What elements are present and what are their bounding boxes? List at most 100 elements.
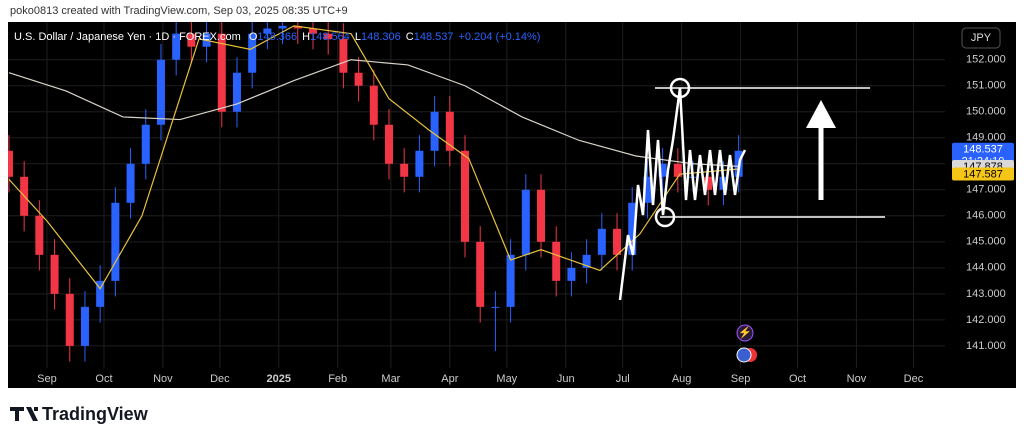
symbol-title: U.S. Dollar / Japanese Yen · 1D · FOREX.… [14, 31, 241, 43]
price-label-box [952, 167, 1014, 181]
candle-body [643, 176, 652, 203]
event-icon[interactable] [736, 324, 754, 342]
candle-body [400, 163, 409, 177]
candle-body [537, 189, 546, 242]
candle-body [308, 28, 317, 34]
change: +0.204 (+0.14%) [458, 31, 540, 43]
y-tick-label: 151.000 [966, 80, 1006, 92]
candle-body [461, 150, 470, 242]
candle-body [324, 33, 333, 39]
ohlc-key: L [355, 31, 361, 43]
candle-body [673, 163, 682, 177]
x-tick-label: Dec [904, 373, 924, 385]
candle-body [430, 111, 439, 151]
y-tick-label: 146.000 [966, 210, 1006, 222]
candle-body [628, 202, 637, 255]
candle-body [339, 38, 348, 73]
grid [8, 22, 945, 368]
x-tick-label: 2025 [267, 373, 291, 385]
ohlc-value: 148.366 [257, 31, 297, 43]
y-tick-label: 142.000 [966, 314, 1006, 326]
y-tick-label: 144.000 [966, 262, 1006, 274]
logo-mark [10, 407, 38, 421]
x-tick-label: Feb [328, 373, 347, 385]
x-tick-label: Sep [37, 373, 57, 385]
y-tick-label: 149.000 [966, 132, 1006, 144]
moving-average [8, 25, 739, 290]
candle-body [232, 72, 241, 112]
x-tick-label: Jun [557, 373, 575, 385]
brand-name: TradingView [42, 404, 149, 424]
x-tick-label: Mar [381, 373, 400, 385]
candle-body [415, 150, 424, 177]
candle-body [156, 59, 165, 125]
candle-body [582, 254, 591, 268]
candle-body [506, 254, 515, 307]
ohlc-value: 148.306 [361, 31, 401, 43]
candle-body [293, 25, 302, 29]
y-tick-label: 150.000 [966, 106, 1006, 118]
x-tick-label: Nov [153, 373, 173, 385]
y-axis: 141.000 142.000 143.000 144.000 145.000 146.0… [37, 54, 1014, 385]
zigzag-drawing [618, 87, 747, 301]
candle-body [65, 293, 74, 346]
currency-button[interactable] [961, 27, 1001, 49]
arrow-head [806, 100, 836, 128]
x-tick-label: Apr [441, 373, 458, 385]
moving-average [8, 59, 739, 167]
candle-body [476, 241, 485, 307]
candle-body [384, 124, 393, 164]
y-tick-label: 147.000 [966, 184, 1006, 196]
y-tick-label: 141.000 [966, 340, 1006, 352]
x-tick-label: Sep [731, 373, 751, 385]
candle-body [263, 28, 272, 34]
event-icon-glyph: ⚡ [738, 326, 752, 339]
candle-body [369, 85, 378, 125]
price-label: 147.587 [963, 168, 1003, 180]
ohlc-key: H [302, 31, 310, 43]
brand-logo: TradingView [10, 404, 149, 424]
candle-body [521, 189, 530, 255]
candle-body [613, 228, 622, 255]
candle-body [354, 72, 363, 86]
candle-body [50, 254, 59, 294]
ohlc-key: O [249, 31, 258, 43]
candle-body [111, 202, 120, 281]
x-tick-label: Aug [672, 373, 692, 385]
candle-body [80, 306, 89, 346]
candle-body [187, 33, 196, 47]
candle-body [248, 33, 257, 73]
flag-icon[interactable] [736, 347, 752, 363]
candle-body [141, 124, 150, 164]
candle-body [658, 163, 667, 177]
candle-body [126, 163, 135, 203]
candle-body [172, 33, 181, 60]
ohlc-value: 148.564 [310, 31, 350, 43]
ohlc-legend: O 148.366 H 148.564 L 148.306 C 148.537 +0.204 (… [249, 31, 541, 43]
y-tick-label: 143.000 [966, 288, 1006, 300]
drawings [618, 77, 885, 301]
x-tick-label: May [496, 373, 517, 385]
x-tick-label: Jul [616, 373, 630, 385]
header: poko0813 created with TradingView.com, S… [10, 5, 348, 17]
candle-body [278, 25, 287, 29]
price-label: 148.537 [963, 144, 1003, 156]
x-tick-label: Oct [95, 373, 112, 385]
chart-background [8, 22, 1016, 388]
candle-body [704, 176, 713, 190]
y-tick-label: 145.000 [966, 236, 1006, 248]
currency-label[interactable]: JPY [971, 32, 992, 44]
x-tick-label: Oct [789, 373, 806, 385]
y-tick-label: 152.000 [966, 54, 1006, 66]
candle-body [217, 33, 226, 112]
bottom-circle [654, 206, 676, 228]
candle-body [96, 280, 105, 307]
candle-body [597, 228, 606, 255]
ohlc-key: C [406, 31, 414, 43]
candle-body [8, 150, 13, 177]
top-circle [669, 77, 691, 99]
candle-body [445, 111, 454, 151]
ohlc-value: 148.537 [414, 31, 454, 43]
